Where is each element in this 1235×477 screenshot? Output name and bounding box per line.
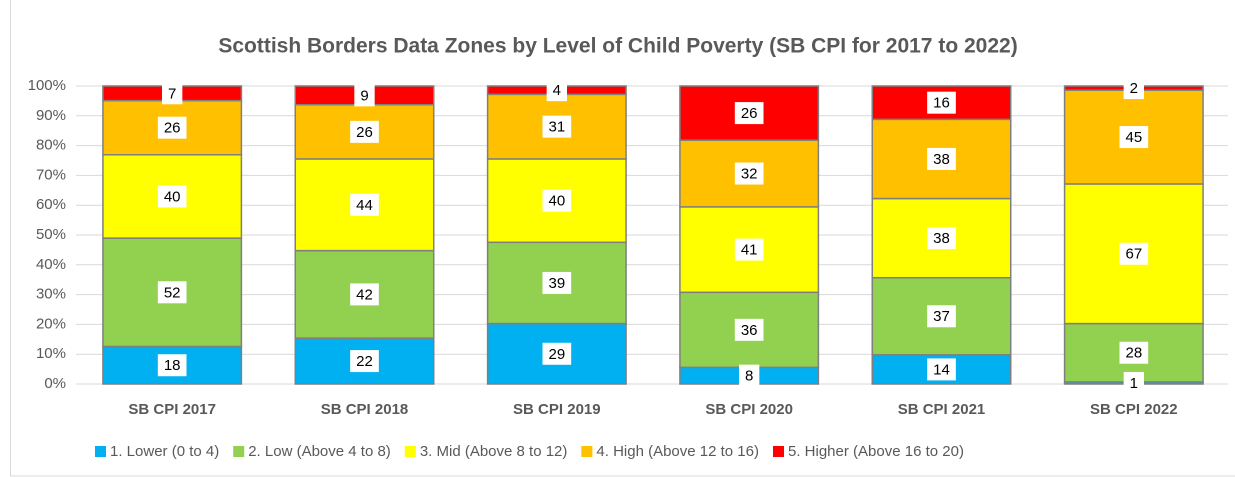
data-label-box [354,84,375,107]
y-tick-label: 40% [36,256,66,273]
data-label-box [350,193,379,216]
data-label: 1 [1130,375,1138,392]
y-tick-label: 20% [36,315,66,332]
y-tick-label: 0% [44,375,66,392]
data-label: 31 [548,119,565,136]
data-label: 7 [168,85,176,102]
y-tick-label: 60% [36,196,66,213]
data-label-box [542,342,572,365]
data-label-box [734,102,764,125]
y-tick-label: 80% [36,137,66,154]
x-tick-label: SB CPI 2022 [1090,401,1178,418]
data-label-box [734,318,764,341]
data-label-box [1123,77,1145,100]
data-label-box [157,116,187,139]
y-tick-label: 100% [28,77,66,94]
data-label-box [542,271,572,294]
legend-swatch [773,446,784,457]
data-label: 36 [741,322,758,339]
legend-label: 1. Lower (0 to 4) [110,443,219,460]
legend-label: 5. Higher (Above 16 to 20) [788,443,964,460]
chart-title: Scottish Borders Data Zones by Level of … [218,35,1017,58]
data-label-box [350,350,379,373]
data-label-box [927,305,956,328]
data-label: 42 [356,286,373,303]
data-label: 18 [164,357,181,374]
legend-label: 4. High (Above 12 to 16) [596,443,759,460]
data-label: 29 [548,346,565,363]
data-label: 16 [933,95,950,112]
data-label-box [546,79,568,102]
data-label-box [1123,371,1145,394]
data-label: 9 [360,87,368,104]
data-label-box [927,91,956,114]
data-label: 32 [741,165,758,182]
data-label-box [157,354,187,377]
data-label-box [1119,242,1149,265]
data-label: 38 [933,151,950,168]
data-label-box [542,115,572,138]
data-label: 26 [356,124,373,141]
data-label: 40 [164,188,181,205]
x-tick-label: SB CPI 2018 [321,401,409,418]
data-label: 28 [1125,345,1142,362]
data-label: 44 [356,197,373,214]
data-label: 38 [933,230,950,247]
data-label-box [350,120,379,143]
data-label: 67 [1125,246,1142,263]
legend-swatch [581,446,593,457]
y-tick-label: 50% [36,226,66,243]
data-label-box [1119,126,1149,149]
legend-swatch [404,446,416,457]
data-label-box [738,364,760,387]
x-tick-label: SB CPI 2020 [705,401,793,418]
x-tick-label: SB CPI 2021 [898,401,986,418]
data-label-box [734,238,764,261]
data-label-box [734,162,764,185]
data-label-box [927,358,956,381]
data-label-box [157,185,187,208]
y-tick-label: 10% [36,345,66,362]
data-label: 26 [164,120,181,137]
data-label: 4 [553,82,561,99]
data-label: 26 [741,105,758,122]
legend-label: 2. Low (Above 4 to 8) [248,443,391,460]
x-tick-label: SB CPI 2019 [513,401,601,418]
data-label: 2 [1130,80,1138,97]
y-tick-label: 30% [36,286,66,303]
data-label-box [927,147,956,170]
data-label: 14 [933,361,950,378]
data-label-box [350,283,379,306]
data-label: 41 [741,242,758,259]
data-label: 8 [745,368,753,385]
legend-swatch [233,446,245,457]
data-label-box [927,227,956,250]
data-label: 22 [356,353,373,370]
data-label: 39 [548,275,565,292]
data-label-box [157,281,187,304]
data-label: 40 [548,193,565,210]
data-label-box [161,82,183,105]
data-label-box [1119,341,1149,364]
legend-swatch [95,446,106,457]
y-tick-label: 90% [36,107,66,124]
data-label-box [542,189,572,212]
data-label: 52 [164,284,181,301]
legend-label: 3. Mid (Above 8 to 12) [420,443,568,460]
y-tick-label: 70% [36,166,66,183]
data-label: 45 [1125,129,1142,146]
x-tick-label: SB CPI 2017 [128,401,216,418]
data-label: 37 [933,308,950,325]
